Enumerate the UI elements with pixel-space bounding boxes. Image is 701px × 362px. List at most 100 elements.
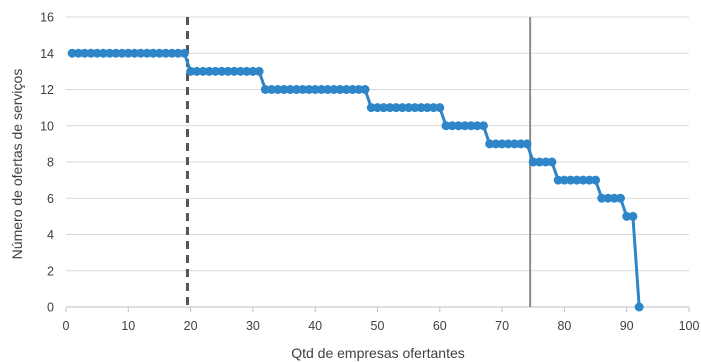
x-tick-label-10: 10 — [121, 319, 135, 333]
data-point — [366, 103, 376, 113]
data-point — [310, 85, 320, 94]
data-point — [123, 48, 133, 58]
data-point — [628, 211, 638, 221]
y-tick-label-2: 2 — [47, 264, 54, 278]
data-point — [348, 85, 358, 94]
data-point — [360, 85, 370, 94]
x-tick-label-40: 40 — [308, 319, 322, 333]
y-tick-label-10: 10 — [40, 119, 54, 133]
data-point — [441, 121, 451, 131]
y-tick-label-8: 8 — [47, 156, 54, 170]
data-point — [391, 103, 401, 113]
data-point — [435, 103, 445, 113]
data-point — [98, 48, 108, 58]
data-point — [466, 121, 476, 131]
series-points — [67, 48, 644, 312]
data-point — [130, 48, 140, 58]
data-point — [186, 66, 196, 76]
x-tick-label-70: 70 — [495, 319, 509, 333]
data-point — [559, 175, 569, 185]
data-point — [204, 66, 214, 76]
data-point — [584, 175, 594, 185]
data-point — [173, 48, 183, 58]
data-point — [192, 66, 202, 76]
y-tick-labels: 0 2 4 6 8 10 12 14 16 — [40, 11, 54, 315]
data-point — [615, 193, 625, 203]
data-point — [478, 121, 488, 131]
data-point — [105, 48, 115, 58]
data-point — [472, 121, 482, 131]
data-point — [73, 48, 83, 58]
data-point — [248, 66, 258, 76]
data-point — [547, 157, 557, 167]
data-point — [354, 85, 364, 94]
data-point — [298, 85, 308, 94]
data-point — [397, 103, 407, 113]
data-point — [242, 66, 252, 76]
data-point — [591, 175, 601, 185]
data-point — [292, 85, 302, 94]
data-point — [497, 139, 507, 149]
data-point — [260, 85, 270, 94]
data-point — [235, 66, 245, 76]
x-axis — [65, 306, 690, 312]
data-point — [217, 66, 227, 76]
data-point — [597, 193, 607, 203]
data-point — [136, 48, 146, 58]
x-tick-label-90: 90 — [620, 319, 634, 333]
data-point — [528, 157, 538, 167]
data-point — [553, 175, 563, 185]
x-tick-labels: 0 10 20 30 40 50 60 70 80 90 100 — [63, 319, 700, 333]
data-point — [273, 85, 283, 94]
data-point — [541, 157, 551, 167]
data-point — [154, 48, 164, 58]
data-point — [503, 139, 513, 149]
y-tick-label-4: 4 — [47, 228, 54, 242]
data-point — [117, 48, 127, 58]
data-point — [304, 85, 314, 94]
data-point — [566, 175, 576, 185]
data-point — [453, 121, 463, 131]
data-point — [429, 103, 439, 113]
data-point — [92, 48, 102, 58]
data-point — [609, 193, 619, 203]
x-tick-label-100: 100 — [679, 319, 700, 333]
y-axis-title: Número de ofertas de serviços — [9, 69, 25, 260]
y-tick-label-6: 6 — [47, 192, 54, 206]
data-point — [279, 85, 289, 94]
data-point — [316, 85, 326, 94]
data-point — [198, 66, 208, 76]
x-tick-label-80: 80 — [557, 319, 571, 333]
x-tick-label-20: 20 — [184, 319, 198, 333]
data-point — [111, 48, 121, 58]
data-point — [329, 85, 339, 94]
data-point — [416, 103, 426, 113]
data-point — [80, 48, 90, 58]
y-tick-label-14: 14 — [40, 47, 54, 61]
data-point — [229, 66, 239, 76]
data-point — [323, 85, 333, 94]
data-point — [634, 302, 644, 312]
data-point — [516, 139, 526, 149]
data-point — [67, 48, 77, 58]
data-point — [460, 121, 470, 131]
x-tick-label-60: 60 — [433, 319, 447, 333]
data-point — [534, 157, 544, 167]
data-point — [335, 85, 345, 94]
data-point — [622, 211, 632, 221]
data-point — [379, 103, 389, 113]
data-point — [179, 48, 189, 58]
data-point — [267, 85, 277, 94]
data-point — [447, 121, 457, 131]
data-point — [404, 103, 414, 113]
x-tick-label-50: 50 — [371, 319, 385, 333]
data-point — [422, 103, 432, 113]
data-point — [211, 66, 221, 76]
y-tick-label-0: 0 — [47, 301, 54, 315]
data-point — [510, 139, 520, 149]
x-tick-label-0: 0 — [63, 319, 70, 333]
data-point — [385, 103, 395, 113]
data-point — [491, 139, 501, 149]
data-point — [161, 48, 171, 58]
